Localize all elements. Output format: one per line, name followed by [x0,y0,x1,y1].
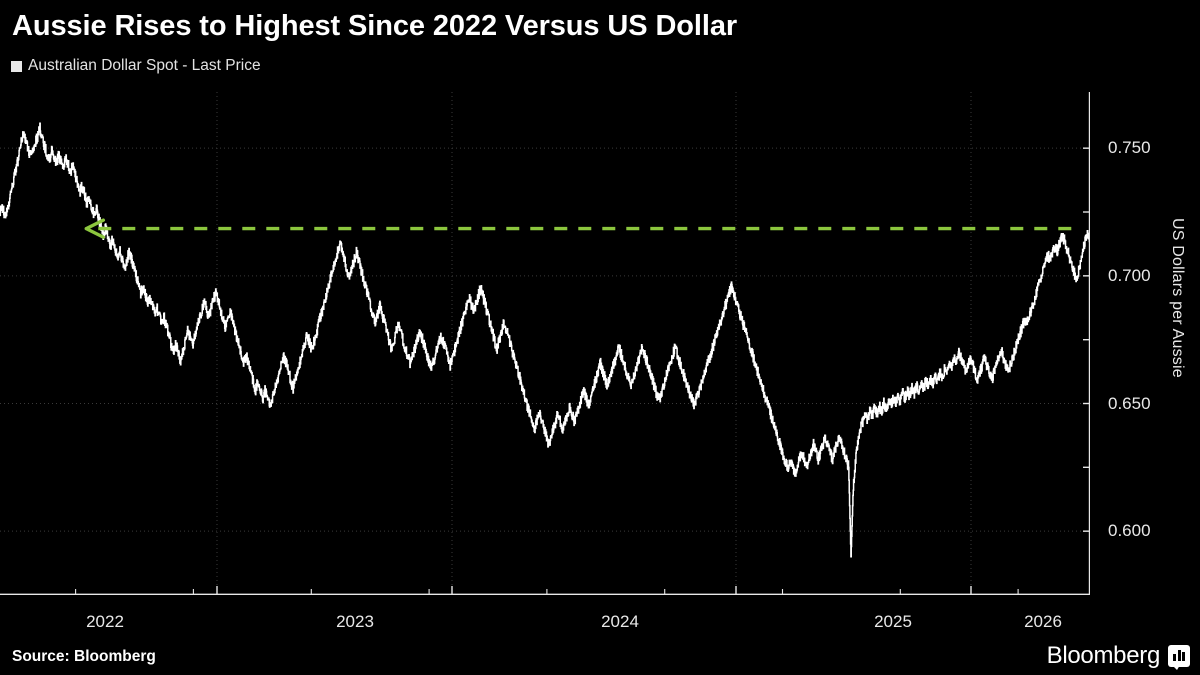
y-tick-label: 0.750 [1108,138,1151,158]
x-tick-label: 2026 [1024,612,1062,631]
aud-usd-price-line [0,122,1090,558]
chart-plot-area [0,92,1090,595]
y-axis-title: US Dollars per Aussie [1169,218,1186,378]
annotation-arrowhead-icon [84,218,105,239]
legend-series-label: Australian Dollar Spot - Last Price [28,57,261,74]
source-attribution: Source: Bloomberg [12,648,156,665]
x-tick-label: 2022 [86,612,124,631]
x-tick-label: 2023 [336,612,374,631]
x-tick-label: 2025 [874,612,912,631]
chart-legend: Australian Dollar Spot - Last Price [11,58,261,74]
x-tick-label: 2024 [601,612,639,631]
price-chart-svg [0,92,1090,595]
bloomberg-terminal-icon [1168,645,1190,670]
y-tick-label: 0.700 [1108,265,1151,285]
y-tick-label: 0.650 [1108,393,1151,413]
y-axis-tick-labels: 0.750 0.700 0.650 0.600 [1100,92,1180,595]
bloomberg-wordmark: Bloomberg [1046,642,1161,669]
x-axis-tick-labels: 2022 2023 2024 2025 2026 [0,612,1200,642]
legend-swatch-icon [11,60,22,72]
page-title: Aussie Rises to Highest Since 2022 Versu… [12,10,738,42]
y-tick-label: 0.600 [1108,521,1151,541]
annotation-arrow [84,218,1077,239]
bloomberg-branding: Bloomberg [1046,642,1190,670]
chart-gridlines [0,92,1090,595]
